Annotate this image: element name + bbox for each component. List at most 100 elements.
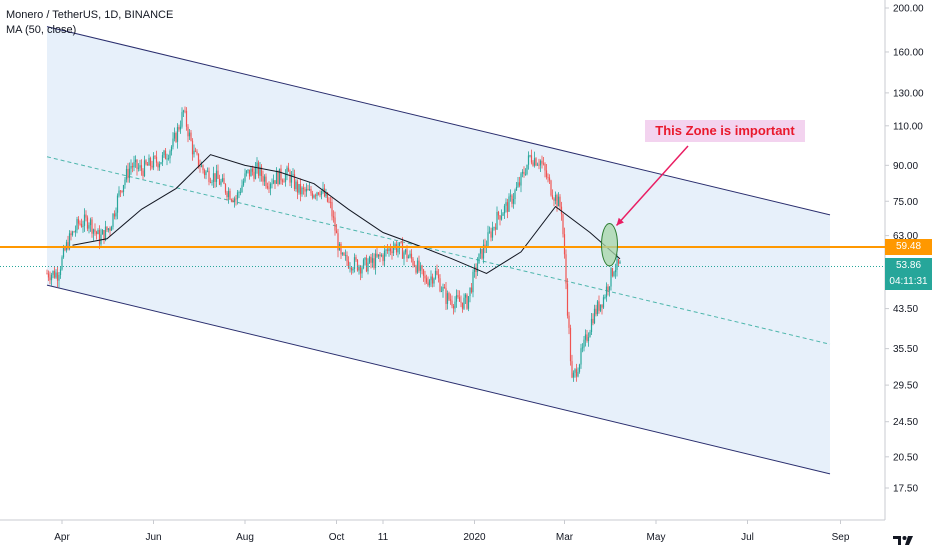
candle-body — [491, 227, 494, 238]
candle-body — [76, 219, 78, 231]
candle-body — [293, 174, 296, 190]
candle-body — [514, 190, 516, 200]
candle-body — [439, 278, 441, 292]
price-tick-label: 75.00 — [893, 197, 918, 208]
channel-upper-line[interactable] — [46, 26, 831, 216]
candle-body — [79, 223, 81, 225]
candle-body — [164, 150, 167, 160]
candle-body — [334, 217, 336, 231]
candle-body — [536, 164, 539, 166]
candle-body — [235, 198, 237, 200]
candle-body — [139, 165, 141, 168]
symbol-title: Monero / TetherUS, 1D, BINANCE — [6, 9, 174, 21]
candle-body — [113, 213, 116, 217]
ma-50-line — [72, 154, 621, 274]
candle-body — [74, 230, 77, 233]
time-tick-label: 11 — [378, 532, 389, 543]
candle-body — [470, 287, 473, 293]
candle-body — [325, 192, 327, 197]
price-tick-label: 35.50 — [893, 344, 918, 355]
candle-body — [365, 257, 368, 272]
time-tick-label: Jun — [145, 532, 161, 543]
annotation-callout[interactable]: This Zone is important — [645, 120, 805, 142]
candle-body — [560, 206, 563, 215]
candle-body — [175, 133, 177, 142]
channel-lower-line[interactable] — [46, 284, 831, 475]
candle-body — [299, 184, 302, 195]
candle-body — [341, 252, 344, 255]
candle-body — [107, 228, 110, 231]
candle-body — [244, 173, 246, 182]
price-axis-ticks: 200.00 160.00 130.00 110.00 90.00 75.00 63.00 4… — [885, 4, 924, 495]
candle-body — [343, 252, 345, 256]
candle-body — [521, 171, 524, 174]
candle-body — [368, 256, 371, 263]
candle-body — [200, 165, 203, 168]
candle-body — [481, 248, 483, 259]
candle-body — [614, 270, 617, 273]
candle-body — [199, 166, 201, 168]
candle-body — [323, 188, 326, 197]
candle-body — [185, 110, 188, 127]
candle-body — [515, 186, 518, 191]
candle-body — [53, 270, 56, 278]
candle-body — [488, 231, 491, 233]
candle-body — [287, 167, 290, 172]
candle-body — [101, 230, 104, 235]
candle-body — [602, 297, 605, 308]
candle-body — [64, 247, 66, 251]
candle-body — [301, 187, 303, 195]
candle-body — [239, 192, 242, 193]
candle-body — [466, 294, 468, 309]
candle-body — [599, 304, 602, 311]
candle-body — [284, 173, 287, 182]
candle-body — [211, 181, 213, 183]
candle-body — [458, 297, 461, 302]
candle-body — [172, 138, 174, 147]
candle-body — [220, 181, 222, 185]
candle-body — [400, 242, 402, 244]
candle-body — [460, 301, 462, 303]
candle-body — [256, 162, 258, 168]
price-tick-label: 200.00 — [893, 4, 924, 15]
channel-midline[interactable] — [46, 156, 831, 345]
candle-body — [307, 188, 309, 191]
candle-body — [526, 164, 528, 175]
time-tick-label: Oct — [329, 532, 345, 543]
candle-body — [410, 253, 413, 259]
candle-body — [131, 165, 134, 168]
candle-body — [530, 155, 533, 163]
candle-body — [73, 231, 75, 233]
candle-body — [289, 171, 291, 183]
candle-body — [346, 254, 348, 262]
time-tick-label: 2020 — [463, 532, 486, 543]
candle-body — [49, 277, 51, 281]
candle-body — [340, 243, 342, 255]
candle-body — [95, 231, 98, 235]
candle-body — [91, 219, 93, 234]
candle-body — [418, 260, 420, 271]
candle-body — [260, 166, 263, 177]
candle-body — [353, 257, 356, 269]
candle-body — [157, 162, 159, 168]
candle-body — [206, 170, 209, 172]
candle-body — [203, 170, 206, 176]
candle-body — [428, 280, 431, 286]
candle-body — [196, 151, 198, 154]
candle-body — [398, 242, 401, 249]
candle-body — [170, 146, 173, 152]
candle-body — [548, 177, 551, 181]
candle-body — [317, 192, 320, 195]
candle-body — [248, 169, 251, 177]
candle-body — [595, 308, 597, 315]
candle-body — [271, 183, 273, 185]
candle-body — [493, 227, 495, 229]
highlight-zone-ellipse[interactable] — [601, 222, 618, 267]
price-tick-label: 63.00 — [893, 231, 918, 242]
candle-body — [437, 274, 440, 279]
candle-body — [472, 271, 474, 293]
candle-body — [359, 266, 362, 274]
candle-body — [385, 249, 387, 251]
candle-body — [125, 168, 128, 180]
